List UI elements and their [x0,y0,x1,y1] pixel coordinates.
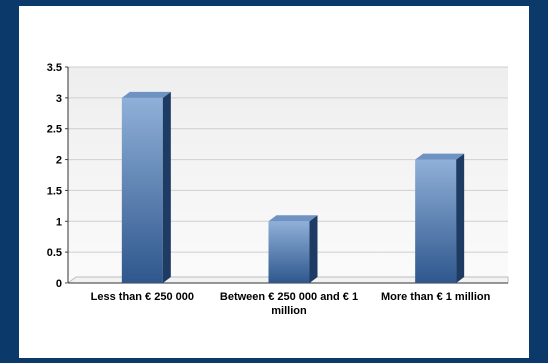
y-tick-label: 0.5 [47,247,62,259]
bar [268,215,318,283]
y-tick-label: 2.5 [47,124,62,136]
bar-side [309,215,318,283]
bar-top [121,91,171,98]
y-tick-label: 1.5 [47,185,62,197]
bar-top [415,153,465,160]
bar-side [162,91,171,283]
bar-top [268,215,318,222]
bar-front [268,221,310,283]
bar-chart: 0 0.5 1 1.5 2 2.5 3 3.5 Less than € 250 000 Betw… [47,62,509,317]
bar-front [121,97,163,283]
bar-side [456,153,465,283]
y-tick-label: 3.5 [47,62,62,74]
y-tick-label: 1 [56,216,62,228]
bar [121,91,171,283]
x-category-label: Between € 250 000 and € 1 million [220,291,358,317]
chart-container: 0 0.5 1 1.5 2 2.5 3 3.5 Less than € 250 000 Betw… [19,6,529,358]
bar-front [415,159,457,283]
x-category-label: More than € 1 million [381,291,491,303]
x-category-label: Less than € 250 000 [91,291,194,303]
y-tick-label: 2 [56,155,62,167]
y-tick-label: 0 [56,278,62,290]
bar [415,153,465,283]
y-tick-label: 3 [56,93,62,105]
